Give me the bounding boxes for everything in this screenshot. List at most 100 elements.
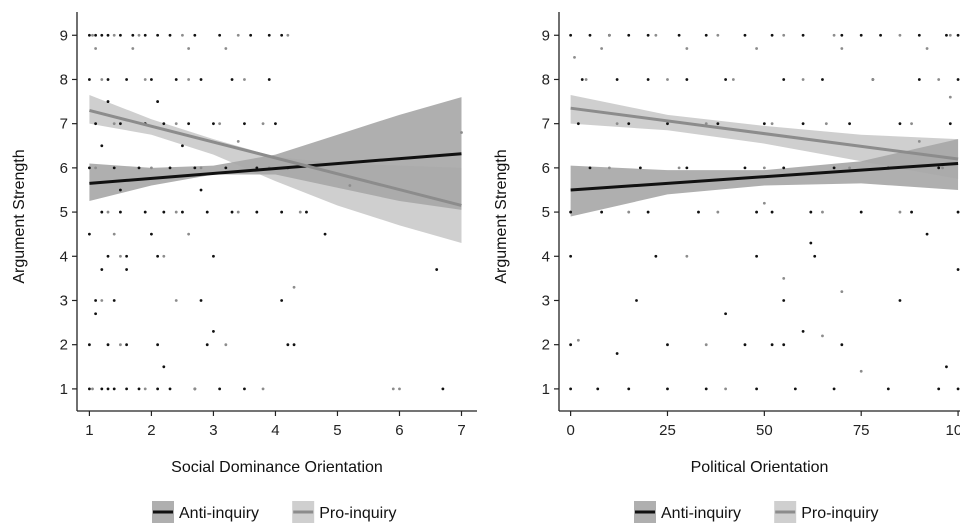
- chart1-point-s0-14: [945, 33, 948, 37]
- chart0-point-s0-13: [280, 33, 284, 37]
- chart1-point-s0-7: [743, 33, 747, 37]
- chart1-point-s0-22: [821, 78, 824, 81]
- chart1-point-s1-23: [910, 122, 913, 126]
- chart0-point-s0-54: [199, 299, 203, 302]
- chart1-point-s1-42: [948, 95, 952, 99]
- chart1-point-s0-4: [646, 33, 650, 37]
- chart0-point-s1-19: [150, 166, 153, 170]
- chart1-point-s1-34: [685, 254, 689, 258]
- chart1-point-s1-36: [840, 290, 844, 294]
- chart1-point-s1-29: [627, 210, 631, 214]
- chart1-point-s0-18: [646, 78, 650, 81]
- chart1-point-s1-2: [654, 33, 658, 37]
- chart0-y-tick-label-1: 2: [60, 337, 68, 354]
- chart0-point-s1-13: [243, 78, 246, 81]
- chart1-point-s1-21: [770, 122, 774, 126]
- chart1-point-s0-56: [813, 254, 817, 258]
- chart0-fit-line-1: [89, 108, 462, 207]
- chart1-point-s0-47: [755, 210, 758, 214]
- chart1-point-s0-82: [809, 241, 813, 245]
- chart0-point-s0-8: [168, 33, 172, 37]
- chart1-point-s0-73: [666, 387, 669, 391]
- chart0-point-s0-46: [280, 210, 284, 214]
- chart0-point-s1-30: [100, 299, 104, 302]
- chart0-point-s0-7: [156, 33, 160, 37]
- chart1-point-s0-52: [956, 210, 960, 214]
- chart1-point-s1-39: [821, 334, 824, 338]
- chart1-point-s1-14: [666, 78, 669, 81]
- chart0-point-s1-32: [292, 285, 296, 289]
- chart1-point-s1-18: [937, 78, 941, 81]
- chart1-point-s0-15: [956, 33, 960, 37]
- chart0-y-axis-title: Argument Strength: [11, 149, 28, 283]
- chart1-point-s1-15: [731, 78, 735, 81]
- chart0-point-s1-41: [460, 131, 463, 134]
- chart0-point-s0-72: [218, 387, 222, 391]
- chart0-point-s1-26: [112, 232, 116, 236]
- chart1-point-s1-7: [948, 33, 952, 37]
- chart0-point-s1-37: [193, 387, 197, 391]
- chart1-x-tick-label-1: 25: [659, 422, 676, 439]
- chart0-point-s0-56: [88, 343, 91, 347]
- chart1-point-s0-50: [859, 210, 863, 214]
- chart1-legend-label-0: Anti-inquiry: [661, 505, 741, 522]
- chart0-point-s1-23: [174, 210, 178, 214]
- chart0-point-s0-14: [88, 78, 91, 81]
- chart0-point-s0-55: [280, 299, 284, 302]
- chart0-point-s0-79: [119, 188, 122, 192]
- chart0-point-s0-48: [106, 254, 110, 258]
- chart0-point-s0-70: [168, 387, 172, 391]
- chart1-fit-line-1: [570, 106, 959, 161]
- chart1-point-s0-0: [569, 33, 573, 37]
- chart1-point-s1-17: [871, 78, 875, 81]
- chart1-point-s0-70: [569, 387, 573, 391]
- chart0-point-s0-58: [125, 343, 129, 347]
- chart1-point-s0-57: [925, 232, 929, 236]
- chart1-point-s1-26: [762, 166, 766, 170]
- chart0-point-s0-35: [224, 166, 228, 170]
- chart1-point-s0-25: [956, 78, 960, 81]
- chart0-point-s1-20: [199, 166, 203, 170]
- chart1-point-s0-24: [917, 78, 921, 81]
- chart1-point-s0-9: [801, 33, 805, 37]
- chart1-point-s0-33: [898, 122, 902, 126]
- chart1-point-s0-62: [898, 299, 902, 302]
- chart0-point-s0-15: [106, 78, 110, 81]
- chart1-point-s1-20: [704, 122, 708, 126]
- chart0-point-s0-85: [435, 268, 439, 271]
- chart1-x-tick-label-4: 100: [946, 422, 960, 439]
- chart0-point-s0-65: [106, 387, 110, 391]
- chart1-y-tick-label-2: 3: [542, 292, 550, 309]
- chart0-point-s0-21: [267, 78, 271, 81]
- chart1-point-s1-16: [801, 78, 805, 81]
- chart0-point-s1-43: [348, 184, 352, 187]
- chart0-point-s0-61: [286, 343, 290, 347]
- chart1-point-s1-13: [584, 78, 588, 81]
- chart0-point-s0-12: [267, 33, 271, 37]
- chart-left-svg: 1 2 3 4 5 6 7 8 9 1 2 3 4 5 6 7 Argument Strength Social …: [11, 12, 477, 523]
- chart0-y-tick-label-0: 1: [60, 381, 68, 398]
- chart0-point-s0-26: [187, 122, 191, 126]
- chart0-point-s0-0: [88, 33, 91, 37]
- chart1-y-tick-label-5: 6: [542, 160, 550, 177]
- chart0-point-s0-66: [112, 387, 116, 391]
- chart0-point-s1-40: [398, 387, 401, 391]
- chart0-y-tick-label-7: 8: [60, 71, 68, 88]
- chart0-point-s0-53: [112, 299, 116, 302]
- chart0-point-s1-7: [131, 47, 135, 50]
- chart0-point-s0-43: [205, 210, 209, 214]
- chart0-point-s0-40: [143, 210, 147, 214]
- chart1-point-s0-10: [840, 33, 844, 37]
- chart1-point-s0-80: [956, 387, 960, 391]
- chart0-point-s0-4: [119, 33, 122, 37]
- chart0-point-s0-45: [255, 210, 259, 214]
- chart1-point-s1-28: [941, 166, 944, 170]
- chart1-point-s0-59: [635, 299, 638, 302]
- chart0-point-s1-22: [106, 210, 110, 214]
- chart1-point-s0-11: [859, 33, 863, 37]
- chart0-x-tick-label-6: 7: [457, 422, 465, 439]
- chart0-point-s0-73: [243, 387, 246, 391]
- chart1-point-s1-38: [704, 343, 708, 347]
- chart1-point-s1-12: [925, 47, 929, 50]
- chart0-point-s0-38: [100, 210, 104, 214]
